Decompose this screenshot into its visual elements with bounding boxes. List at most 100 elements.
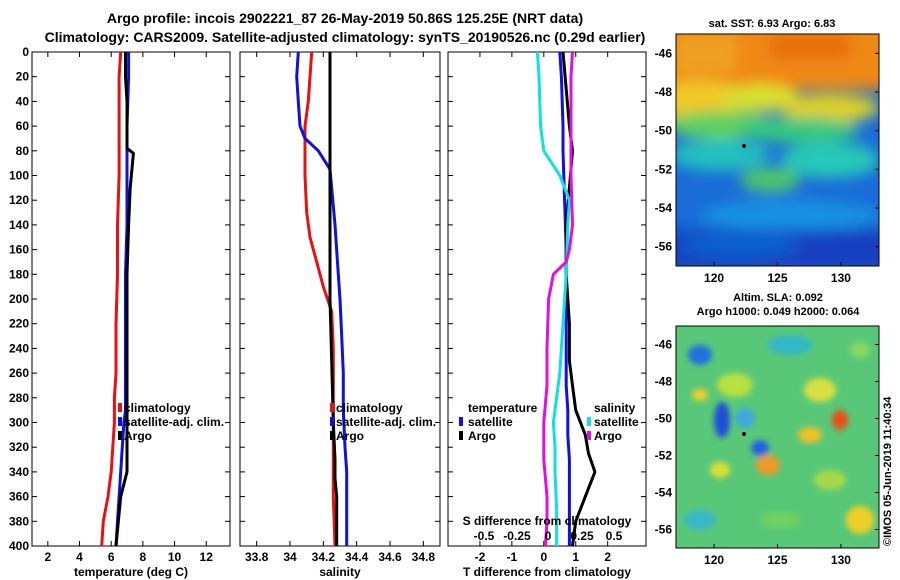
- x-tick-label: 34.2: [312, 550, 336, 564]
- legend-label-argo: Argo: [124, 429, 152, 443]
- depth-tick-label: 360: [9, 490, 29, 504]
- salinity-panel: 33.8 34 34.2 34.4 34.6 34.8 climatology satel…: [239, 51, 441, 579]
- s-tick: 0.25: [570, 529, 594, 543]
- title-line-1: Argo profile: incois 2902221_87 26-May-2…: [107, 10, 583, 26]
- legend-label-climatology: climatology: [336, 401, 403, 415]
- legend-swatch-climatology: [330, 403, 334, 412]
- map-y-tick-label: -46: [655, 46, 673, 60]
- t-difference-axis-ticks: -2 -1 0 1 2: [448, 51, 646, 564]
- temperature-axes-frame: [31, 51, 231, 547]
- depth-tick-label: 280: [9, 391, 29, 405]
- x-tick-label: 0: [540, 550, 547, 564]
- legend-swatch-argo: [118, 431, 122, 440]
- series-line-t-satellite: [558, 52, 571, 546]
- legend-label-climatology: climatology: [124, 401, 191, 415]
- legend-swatch-t-satellite: [459, 417, 463, 426]
- x-tick-label: 2: [44, 550, 51, 564]
- sla-map-title: Altim. SLA: 0.092: [733, 292, 823, 304]
- sla-map-subtitle: Argo h1000: 0.049 h2000: 0.064: [697, 306, 861, 318]
- legend-swatch-argo: [330, 431, 334, 440]
- t-difference-xlabel: T difference from climatology: [463, 565, 631, 579]
- depth-tick-label: 120: [9, 193, 29, 207]
- map-y-tick-label: -50: [655, 412, 673, 426]
- depth-tick-label: 340: [9, 465, 29, 479]
- depth-tick-label: 20: [16, 70, 30, 84]
- map-x-tick-label: 130: [831, 553, 851, 567]
- map-y-tick-label: -52: [655, 162, 673, 176]
- series-line-argo: [328, 52, 339, 546]
- sst-map-panel: sat. SST: 6.93 Argo: 6.83 1: [655, 18, 880, 285]
- depth-tick-label: 260: [9, 366, 29, 380]
- temperature-axis-ticks: 2 4 6 8 10 12: [32, 51, 230, 564]
- map-y-tick-label: -56: [655, 240, 673, 254]
- legend-label-satellite: satellite-adj. clim.: [124, 415, 224, 429]
- depth-tick-label: 180: [9, 267, 29, 281]
- depth-tick-label: 200: [9, 292, 29, 306]
- map-x-tick-label: 120: [704, 553, 724, 567]
- series-line-satellite-adj-clim-: [295, 52, 349, 546]
- x-tick-label: 2: [604, 550, 611, 564]
- x-tick-label: 34.4: [345, 550, 369, 564]
- difference-lines: [535, 52, 597, 546]
- legend-swatch-s-argo: [587, 431, 591, 440]
- salinity-axis-ticks: 33.8 34 34.2 34.4 34.6 34.8: [240, 51, 440, 564]
- depth-tick-label: 240: [9, 341, 29, 355]
- legend-label-satellite: satellite-adj. clim.: [336, 415, 436, 429]
- map-y-tick-label: -46: [655, 338, 673, 352]
- depth-tick-label: 0: [22, 45, 29, 59]
- x-tick-label: 34.6: [378, 550, 402, 564]
- depth-tick-label: 400: [9, 539, 29, 553]
- sla-map-panel: Altim. SLA: 0.092 Argo h1000: 0.049 h200…: [655, 292, 880, 567]
- map-x-tick-label: 120: [704, 271, 724, 285]
- legend-swatch-satellite: [118, 417, 122, 426]
- imos-watermark: ©IMOS 05-Jun-2019 11:40:34: [882, 396, 894, 546]
- s-tick: -0.25: [503, 529, 531, 543]
- sst-map-axis-ticks: 120 125 130 -46 -48 -50 -52 -54 -56: [655, 46, 879, 285]
- difference-legend: temperature satellite Argo salinity sate…: [459, 401, 639, 443]
- map-y-tick-label: -54: [655, 486, 673, 500]
- x-tick-label: 33.8: [245, 550, 269, 564]
- map-y-tick-label: -52: [655, 449, 673, 463]
- depth-tick-label: 320: [9, 440, 29, 454]
- legend-title-salinity: salinity: [594, 401, 636, 415]
- x-tick-label: -1: [507, 550, 518, 564]
- s-difference-label: S difference from climatology: [463, 514, 632, 528]
- s-tick: 0: [545, 529, 552, 543]
- s-tick: 0.5: [606, 529, 623, 543]
- salinity-xlabel: salinity: [319, 565, 361, 579]
- series-line-s-argo: [542, 52, 574, 546]
- temperature-xlabel: temperature (deg C): [74, 565, 188, 579]
- sla-map-axis-ticks: 120 125 130 -46 -48 -50 -52 -54 -56: [655, 338, 879, 567]
- series-line-climatology: [100, 52, 123, 546]
- sst-heatmap: [676, 34, 879, 266]
- x-tick-label: 12: [200, 550, 214, 564]
- map-y-tick-label: -56: [655, 523, 673, 537]
- x-tick-label: 34.8: [412, 550, 436, 564]
- legend-swatch-t-argo: [459, 431, 463, 440]
- map-y-tick-label: -54: [655, 201, 673, 215]
- temperature-legend: climatology satellite-adj. clim. Argo: [118, 401, 224, 443]
- legend-swatch-s-satellite: [587, 417, 591, 426]
- salinity-legend: climatology satellite-adj. clim. Argo: [330, 401, 436, 443]
- sst-map-title: sat. SST: 6.93 Argo: 6.83: [709, 18, 836, 30]
- map-x-tick-label: 125: [767, 271, 787, 285]
- depth-axis-ticks: 0 20 40 60 80 100 120 140 160 180 200 220 240 260 280 3…: [9, 45, 29, 553]
- temperature-panel: 0 20 40 60 80 100 120 140 160 180 200 220 240 260 280 3…: [9, 45, 231, 579]
- map-x-tick-label: 130: [831, 271, 851, 285]
- legend-label-s-argo: Argo: [594, 429, 622, 443]
- map-y-tick-label: -50: [655, 124, 673, 138]
- x-tick-label: 4: [76, 550, 83, 564]
- series-line-argo: [114, 52, 135, 546]
- legend-swatch-climatology: [118, 403, 122, 412]
- depth-tick-label: 220: [9, 317, 29, 331]
- legend-swatch-satellite: [330, 417, 334, 426]
- s-difference-ticks: -0.5 -0.25 0 0.25 0.5: [474, 529, 623, 543]
- depth-tick-label: 160: [9, 243, 29, 257]
- legend-label-argo: Argo: [336, 429, 364, 443]
- x-tick-label: -2: [475, 550, 486, 564]
- map-y-tick-label: -48: [655, 375, 673, 389]
- title-line-2: Climatology: CARS2009. Satellite-adjuste…: [45, 29, 646, 45]
- legend-label-t-argo: Argo: [468, 429, 496, 443]
- x-tick-label: 10: [168, 550, 182, 564]
